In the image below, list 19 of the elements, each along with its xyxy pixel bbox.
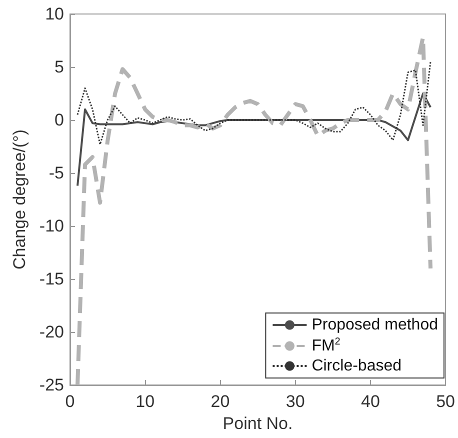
legend-label: Circle-based bbox=[312, 358, 402, 374]
x-tick-label: 50 bbox=[436, 392, 456, 411]
line-series bbox=[76, 60, 432, 146]
y-axis-title: Change degree/(°) bbox=[10, 129, 29, 270]
x-tick-label: 40 bbox=[360, 392, 380, 411]
y-tick-label: 5 bbox=[54, 58, 64, 76]
x-tick-label: 10 bbox=[136, 392, 155, 411]
line-series bbox=[76, 92, 432, 187]
y-tick-label: -15 bbox=[39, 270, 64, 288]
legend-label: Proposed method bbox=[312, 316, 438, 334]
x-axis-title: Point No. bbox=[222, 414, 293, 433]
y-tick-label: 0 bbox=[54, 110, 64, 130]
y-tick-label: -10 bbox=[39, 216, 64, 236]
x-tick-label: 30 bbox=[286, 392, 305, 411]
x-tick-label: 20 bbox=[210, 392, 230, 411]
y-tick-label: -25 bbox=[39, 376, 64, 394]
y-tick-label: 10 bbox=[45, 4, 64, 24]
y-tick-label: -5 bbox=[48, 164, 64, 182]
y-tick-label: -20 bbox=[39, 322, 64, 342]
